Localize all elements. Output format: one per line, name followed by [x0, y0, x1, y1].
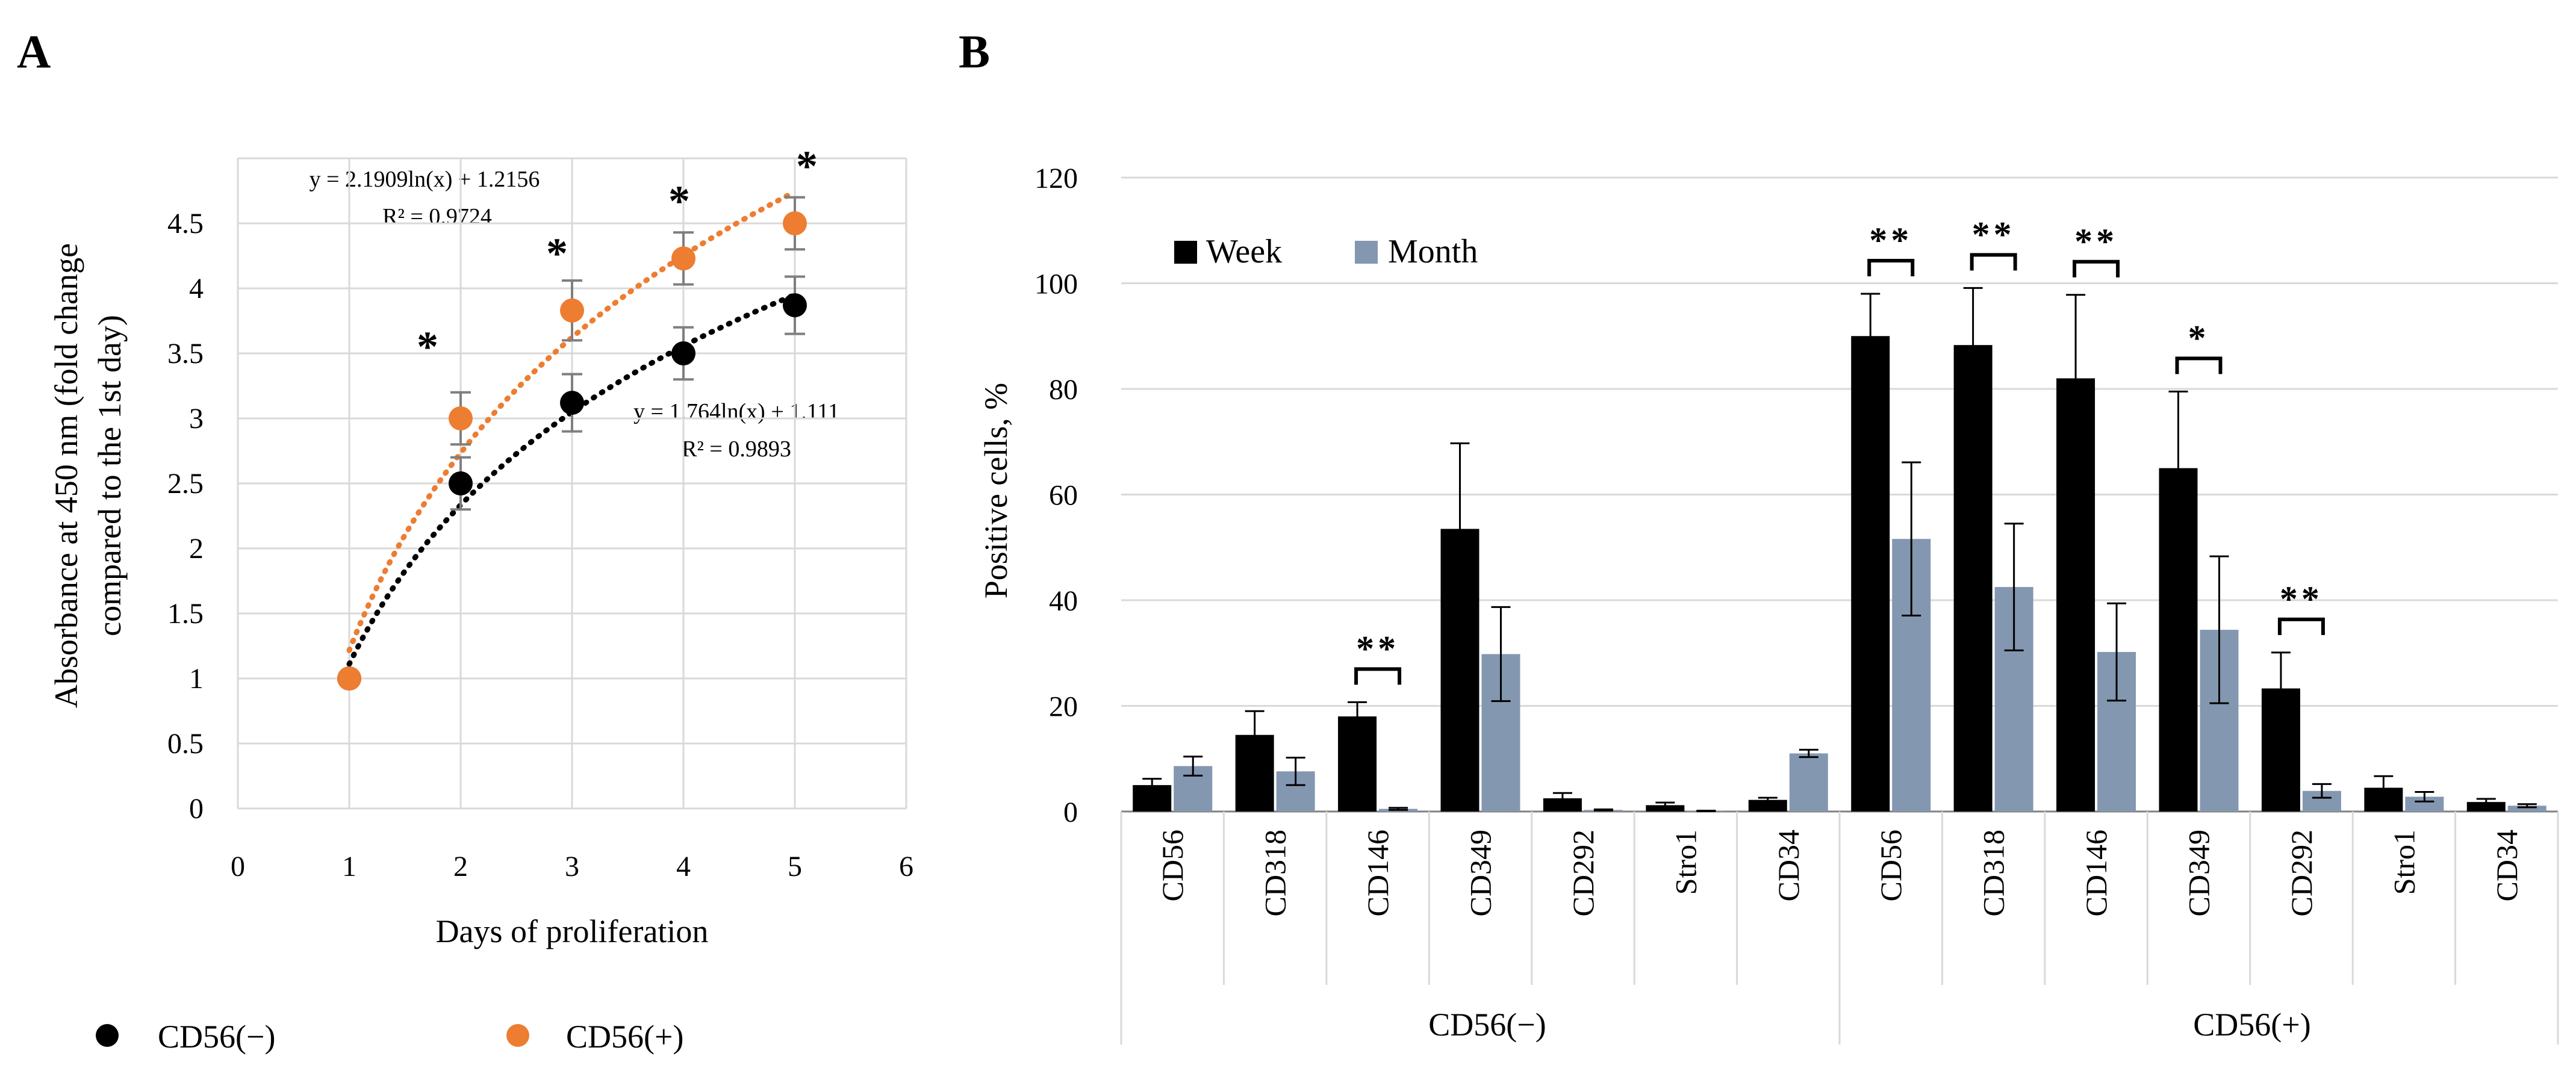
chart-a-y-axis-title-line2: compared to the 1st day) [92, 315, 128, 636]
chart-b-y-axis-title: Positive cells, % [978, 383, 1014, 598]
legend-label-month: Month [1388, 233, 1478, 270]
chart-a-y-tick-label: 2 [189, 533, 204, 565]
chart-a-y-tick-label: 4.5 [167, 208, 204, 240]
chart-b-y-tick-label: 0 [1063, 796, 1078, 828]
chart-a-equation-neg: y = 1.764ln(x) + 1.111 [633, 399, 839, 424]
chart-a-r2-neg: R² = 0.9893 [682, 436, 791, 462]
chart-b-significance-label: ** [1869, 220, 1912, 260]
chart-b-category-label: CD56 [1156, 830, 1189, 901]
chart-a-significance-star: * [796, 142, 818, 190]
chart-a-y-tick-label: 1 [189, 663, 204, 695]
chart-a-point-cd56-pos [671, 246, 695, 271]
chart-a-y-tick-label: 0 [189, 793, 204, 825]
chart-b-category-label: CD318 [1258, 830, 1292, 916]
chart-b-category-label: CD146 [2079, 830, 2113, 916]
chart-b-category-label: CD318 [1977, 830, 2011, 916]
chart-a-x-axis-title: Days of proliferation [436, 913, 709, 949]
chart-b-bar-week [1851, 336, 1890, 812]
chart-a-significance-star: * [417, 323, 438, 371]
chart-b-category-label: CD349 [2182, 830, 2216, 916]
legend-label-cd56-pos: CD56(+) [566, 1019, 683, 1055]
chart-b-category-label: CD292 [1566, 830, 1600, 916]
chart-b-category-label: CD34 [1772, 830, 1805, 901]
chart-b-significance-bracket [2073, 259, 2120, 278]
chart-a-y-tick-label: 3 [189, 403, 204, 435]
chart-a-point-cd56-neg [783, 293, 807, 318]
chart-a-x-tick-label: 0 [231, 851, 245, 883]
panel-b-label: B [959, 25, 990, 78]
chart-b-category-label: CD349 [1464, 830, 1498, 916]
chart-a-x-tick-label: 4 [676, 851, 691, 883]
chart-a-point-cd56-pos [449, 406, 473, 430]
chart-b-category-label: CD34 [2490, 830, 2524, 901]
chart-b-category-label: Stro1 [1669, 830, 1702, 895]
chart-b-significance-label: * [2188, 318, 2210, 358]
chart-b-group-label-neg: CD56(−) [1428, 1007, 1546, 1043]
legend-marker-cd56-pos [506, 1024, 529, 1047]
chart-a-y-tick-label: 3.5 [167, 338, 204, 370]
chart-a-x-tick-label: 3 [565, 851, 579, 883]
chart-b-significance-label: ** [2074, 222, 2118, 261]
chart-a-y-tick-label: 1.5 [167, 598, 204, 630]
chart-b-y-tick-label: 40 [1049, 585, 1078, 617]
chart-b-bar-week [1338, 716, 1377, 812]
chart-b-group-label-pos: CD56(+) [2193, 1007, 2310, 1043]
chart-a-y-tick-label: 2.5 [167, 468, 204, 500]
chart-b-y-tick-label: 20 [1049, 691, 1078, 723]
chart-b-significance-label: ** [1356, 629, 1399, 668]
chart-b-y-tick-label: 100 [1034, 268, 1078, 300]
chart-b-plot: 0 20 40 60 80 100 120 CD56 CD318 CD146 CD349 CD292 S… [1034, 163, 2559, 1044]
chart-a-point-cd56-pos [560, 298, 584, 323]
chart-b-significance-label: ** [2280, 579, 2323, 619]
chart-a-point-cd56-neg [671, 341, 695, 365]
chart-b-bar-week [1543, 798, 1582, 812]
chart-b-y-tick-label: 120 [1034, 163, 1078, 194]
chart-a-x-tick-label: 1 [342, 851, 356, 883]
chart-b-category-label: CD292 [2285, 830, 2318, 916]
chart-b-category-label: CD56 [1874, 830, 1908, 901]
chart-a-point-cd56-pos [783, 211, 807, 235]
legend-swatch-week [1174, 241, 1197, 264]
chart-b-significance-bracket [1867, 259, 1915, 277]
chart-a-y-tick-label: 4 [189, 273, 204, 305]
chart-a-x-tick-label: 2 [453, 851, 468, 883]
chart-a-r2-pos: R² = 0.9724 [382, 204, 492, 229]
legend-label-week: Week [1206, 233, 1282, 270]
chart-b-significance-bracket [1970, 253, 2017, 271]
chart-a-point-cd56-neg [449, 471, 473, 495]
chart-a-significance-star: * [546, 229, 568, 278]
chart-a-y-axis-title-line1: Absorbance at 450 nm (fold change [48, 243, 84, 708]
chart-b-bar-month [2507, 805, 2546, 812]
legend-label-cd56-neg: CD56(−) [158, 1019, 275, 1055]
panel-a-label: A [17, 25, 51, 78]
chart-a-point-cd56-neg [560, 391, 584, 415]
chart-b-significance-label: ** [1972, 214, 2015, 254]
chart-a-point-cd56-pos [337, 666, 361, 691]
chart-b-significance-bracket [2175, 356, 2223, 374]
chart-a-x-tick-label: 5 [788, 851, 802, 883]
chart-b-bar-month [1789, 753, 1828, 812]
legend-marker-cd56-neg [96, 1024, 119, 1047]
chart-b-y-tick-label: 80 [1049, 374, 1078, 406]
chart-b-category-label: CD146 [1361, 830, 1395, 916]
chart-b-significance-bracket [1354, 667, 1402, 685]
chart-a-significance-star: * [668, 177, 690, 225]
chart-b-bar-week [1953, 345, 1993, 812]
chart-a-plot: 0 1 2 3 4 5 6 0 0.5 1 1.5 2 2.5 3 3.5 4 4.5 * * * * [167, 142, 913, 883]
chart-a-x-tick-label: 6 [899, 851, 913, 883]
chart-a-y-tick-label: 0.5 [167, 728, 204, 760]
chart-b-significance-bracket [2277, 617, 2325, 635]
legend-swatch-month [1355, 241, 1378, 264]
chart-b-y-tick-label: 60 [1049, 480, 1078, 512]
chart-b-category-label: Stro1 [2387, 830, 2421, 895]
chart-a-equation-pos: y = 2.1909ln(x) + 1.2156 [310, 167, 540, 192]
